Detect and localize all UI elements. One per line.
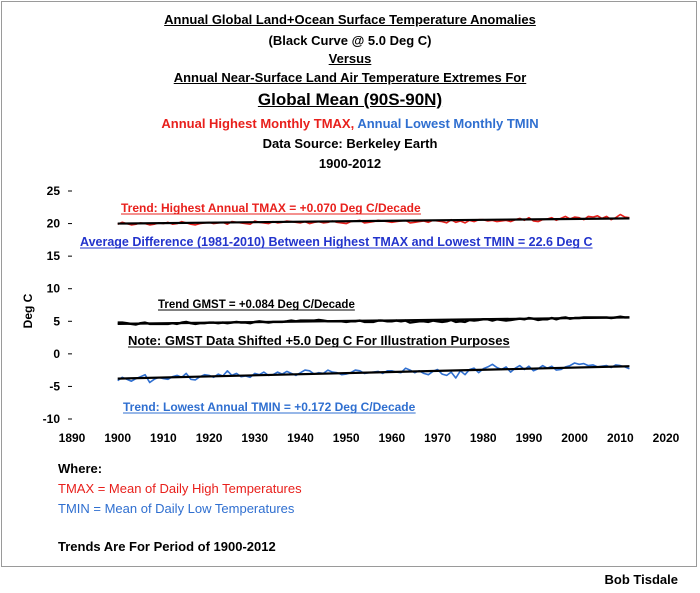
x-tick-label: 1960 (378, 431, 405, 445)
x-tick-label: 1940 (287, 431, 314, 445)
chart-title-line-1: Annual Global Land+Ocean Surface Tempera… (164, 12, 536, 27)
y-axis-label: Deg C (21, 293, 35, 328)
year-range: 1900-2012 (318, 156, 382, 171)
tmax-trend-annotation: Trend: Highest Annual TMAX = +0.070 Deg … (121, 201, 421, 215)
x-tick-label: 1920 (196, 431, 223, 445)
x-tick-label: 2010 (607, 431, 634, 445)
tmin-trend-annotation: Trend: Lowest Annual TMIN = +0.172 Deg C… (123, 400, 416, 414)
average-difference-annotation: Average Difference (1981-2010) Between H… (80, 235, 593, 249)
y-tick-label: 20 (47, 217, 61, 231)
x-tick-label: 1910 (150, 431, 177, 445)
gmst-trend-annotation-backdrop (156, 298, 357, 312)
x-tick-label: 1950 (333, 431, 360, 445)
x-tick-label: 2000 (561, 431, 588, 445)
chart-title-main: Global Mean (90S-90N) (257, 90, 443, 109)
gmst-trend-line (117, 316, 630, 325)
average-difference-annotation-backdrop (78, 234, 595, 250)
gmst-shift-note-backdrop (126, 332, 512, 349)
y-tick-label: -5 (49, 379, 60, 393)
y-tick-label: -10 (43, 412, 61, 426)
author-credit: Bob Tisdale (604, 572, 678, 587)
legend-trend-period: Trends Are For Period of 1900-2012 (58, 539, 276, 554)
legend-where: Where: (58, 461, 103, 476)
tmax-series-title: Annual Highest Monthly TMAX, (161, 116, 355, 131)
tmin-trend-annotation-backdrop (121, 399, 418, 415)
chart-subtitle-series: Annual Highest Monthly TMAX, Annual Lowe… (0, 116, 700, 131)
tmin-series-title: Annual Lowest Monthly TMIN (357, 116, 539, 131)
x-tick-label: 1990 (516, 431, 543, 445)
tmin-trend-line (117, 365, 630, 380)
data-source: Data Source: Berkeley Earth (262, 136, 438, 151)
x-tick-label: 1900 (104, 431, 131, 445)
x-tick-label: 1980 (470, 431, 497, 445)
x-tick-label: 1890 (59, 431, 86, 445)
y-tick-label: 5 (53, 314, 60, 328)
legend-tmin-definition: TMIN = Mean of Daily Low Temperatures (58, 501, 295, 516)
tmax-trend-annotation-backdrop (119, 200, 423, 216)
x-tick-label: 2020 (653, 431, 680, 445)
x-tick-label: 1930 (241, 431, 268, 445)
chart-title-line-3: Versus (328, 51, 372, 66)
gmst-shift-note: Note: GMST Data Shifted +5.0 Deg C For I… (128, 333, 510, 348)
chart-frame (1, 1, 697, 567)
gmst-trend-annotation: Trend GMST = +0.084 Deg C/Decade (158, 299, 355, 311)
y-tick-label: 10 (47, 282, 61, 296)
legend-block: Where: TMAX = Mean of Daily High Tempera… (58, 459, 302, 557)
chart-title-line-4: Annual Near-Surface Land Air Temperature… (173, 70, 527, 85)
legend-tmax-definition: TMAX = Mean of Daily High Temperatures (58, 481, 302, 496)
y-tick-label: 0 (53, 347, 60, 361)
tmax-trend-line (117, 217, 630, 225)
y-tick-label: 25 (47, 184, 61, 198)
y-tick-label: 15 (47, 249, 61, 263)
x-tick-label: 1970 (424, 431, 451, 445)
chart-title-line-2: (Black Curve @ 5.0 Deg C) (268, 33, 432, 48)
